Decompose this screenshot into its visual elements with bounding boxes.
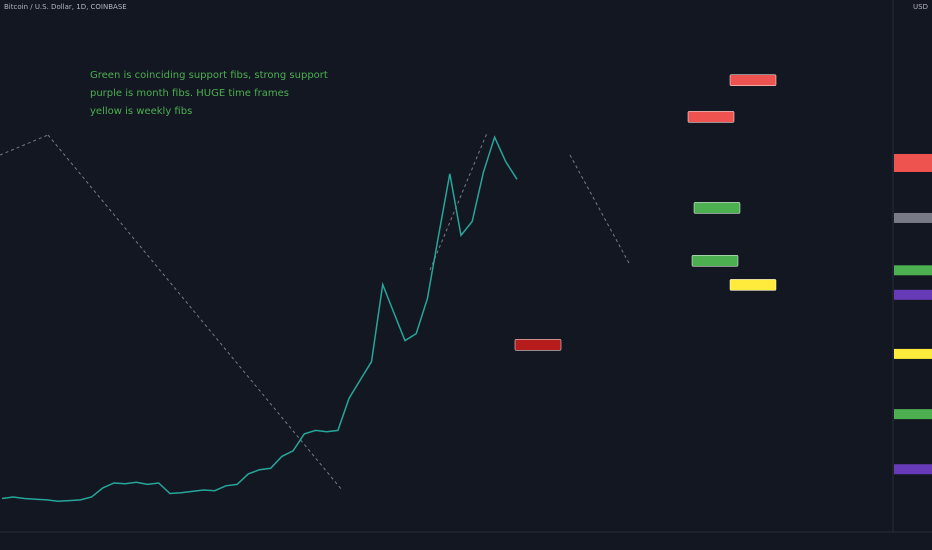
note: Green is coinciding support fibs, strong…	[90, 70, 328, 81]
note: purple is month fibs. HUGE time frames	[90, 88, 289, 99]
annotation-box	[687, 111, 735, 123]
price-tag	[894, 265, 932, 276]
note: yellow is weekly fibs	[90, 106, 192, 117]
price-tag	[894, 409, 932, 420]
annotation-box	[691, 255, 739, 267]
currency: USD	[913, 3, 928, 11]
price-tag	[894, 153, 932, 172]
price-tag	[894, 289, 932, 300]
trend-line	[0, 134, 49, 156]
price-tag	[894, 464, 932, 475]
price-tag	[894, 212, 932, 223]
price-tag	[894, 348, 932, 359]
price-line	[1, 135, 518, 503]
annotation-box	[514, 339, 562, 351]
symbol: Bitcoin / U.S. Dollar, 1D, COINBASE	[4, 3, 127, 11]
annotation-box	[729, 279, 777, 291]
trend-line	[569, 154, 631, 266]
trend-line	[429, 132, 488, 271]
trend-line	[47, 134, 343, 491]
annotation-box	[693, 202, 741, 214]
annotation-box	[729, 74, 777, 86]
